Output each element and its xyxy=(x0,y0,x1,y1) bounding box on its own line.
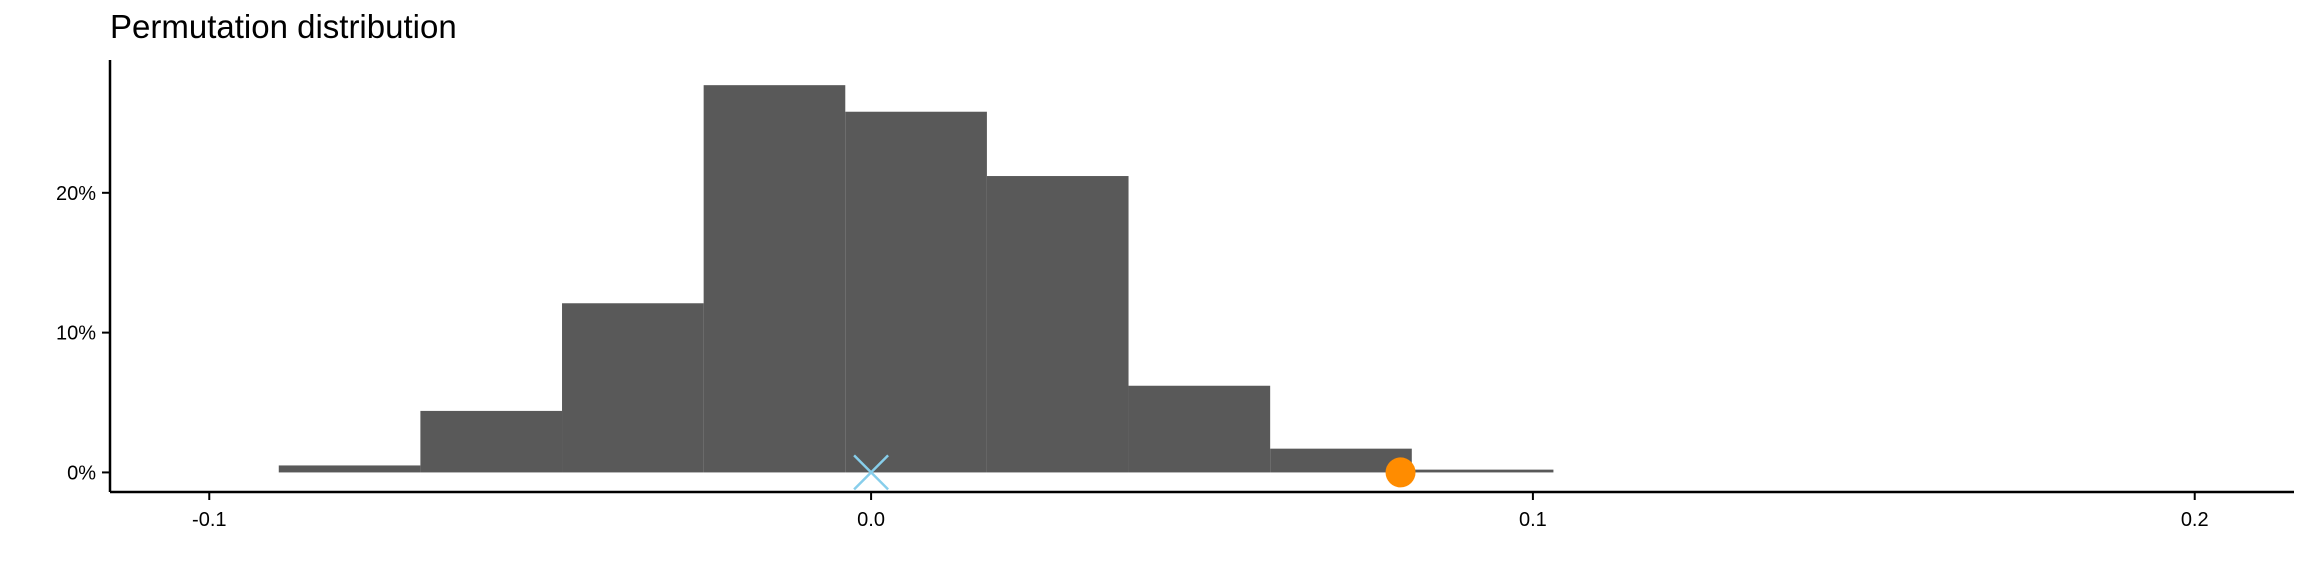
point-markers xyxy=(853,454,1416,491)
x-tick-label: -0.1 xyxy=(192,509,226,531)
axes: -0.1 0.0 0.1 0.2 0% 10% 20% xyxy=(56,60,2294,531)
observed-cross-marker xyxy=(853,454,889,491)
chart-title: Permutation distribution xyxy=(110,8,457,45)
x-tick-label: 0.2 xyxy=(2181,509,2209,531)
histogram-bar-1 xyxy=(278,465,421,473)
observed-point-marker xyxy=(1385,457,1416,488)
y-tick-label: 0% xyxy=(67,462,96,484)
histogram-bar-6 xyxy=(986,176,1129,473)
y-tick-label: 20% xyxy=(56,183,96,205)
histogram-bar-4 xyxy=(703,85,846,473)
histogram-bar-2 xyxy=(420,410,563,473)
x-tick-label: 0.0 xyxy=(857,509,885,531)
x-tick-label: 0.1 xyxy=(1519,509,1547,531)
histogram-bar-5 xyxy=(845,111,987,473)
histogram-bar-9 xyxy=(1411,469,1554,473)
histogram-bar-8 xyxy=(1270,448,1412,473)
y-tick-label: 10% xyxy=(56,323,96,345)
histogram-bar-7 xyxy=(1128,385,1271,473)
histogram-bar-3 xyxy=(562,303,704,473)
histogram-bars xyxy=(278,85,1554,473)
